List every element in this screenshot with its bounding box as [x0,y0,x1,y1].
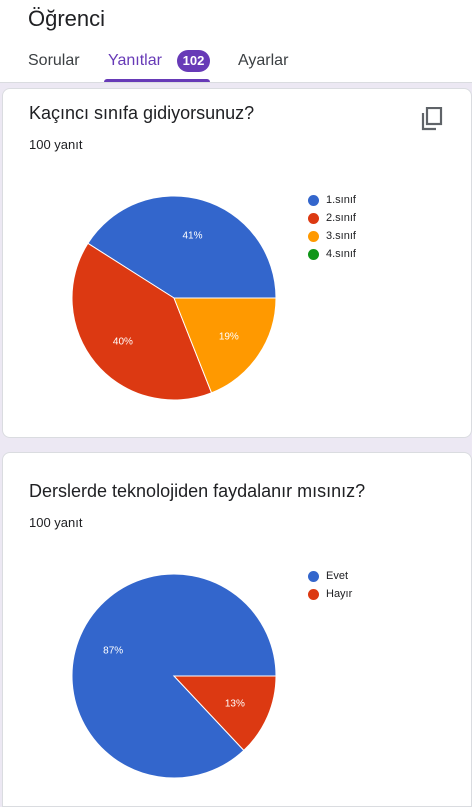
slice-label: 87% [103,646,123,657]
tab-ayarlar[interactable]: Ayarlar [238,52,289,69]
legend-item: 4.sınıf [308,245,356,263]
tab-yanitlar[interactable]: Yanıtlar [108,52,162,69]
legend-item: Evet [308,567,352,585]
pie-slice [71,242,213,401]
response-count: 100 yanıt [29,137,83,152]
form-title: Öğrenci [28,6,106,31]
chart-legend: Evet Hayır [308,567,352,603]
question-card-grade: Kaçıncı sınıfa gidiyorsunuz? 100 yanıt 4… [2,88,472,438]
legend-item: 1.sınıf [308,191,356,209]
question-title: Kaçıncı sınıfa gidiyorsunuz? [29,103,255,123]
top-bar: Öğrenci Sorular Yanıtlar 102 Ayarlar [0,0,472,83]
legend-swatch [308,194,319,206]
responses-count-badge: 102 [177,50,210,72]
response-count: 100 yanıt [29,515,83,530]
slice-label: 19% [219,331,239,342]
legend-swatch [308,248,319,260]
question-card-technology: Derslerde teknolojiden faydalanır mısını… [2,452,472,807]
slice-label: 40% [113,336,133,347]
active-tab-indicator [104,79,210,82]
copy-icon[interactable] [421,107,443,131]
slice-label: 13% [225,698,245,709]
legend-label: Evet [326,570,349,582]
legend-item: 3.sınıf [308,227,356,245]
pie-slice [71,573,277,779]
legend-label: 1.sınıf [326,194,356,206]
legend-swatch [308,570,319,582]
legend-swatch [308,588,319,600]
legend-swatch [308,230,319,242]
pie-chart-technology: 87% 13% [71,573,277,779]
legend-label: 4.sınıf [326,248,356,260]
legend-item: 2.sınıf [308,209,356,227]
pie-slice [173,297,277,394]
chart-legend: 1.sınıf 2.sınıf 3.sınıf 4.sınıf [308,191,356,263]
legend-label: 2.sınıf [326,212,356,224]
legend-swatch [308,212,319,224]
slice-label: 41% [182,230,202,241]
legend-item: Hayır [308,585,352,603]
pie-chart-grade: 41% 40% 19% [71,195,277,401]
tab-sorular[interactable]: Sorular [28,52,80,69]
legend-label: 3.sınıf [326,230,356,242]
pie-slice [172,675,277,752]
pie-slice [87,195,277,299]
question-title: Derslerde teknolojiden faydalanır mısını… [29,481,366,501]
legend-label: Hayır [326,588,353,600]
